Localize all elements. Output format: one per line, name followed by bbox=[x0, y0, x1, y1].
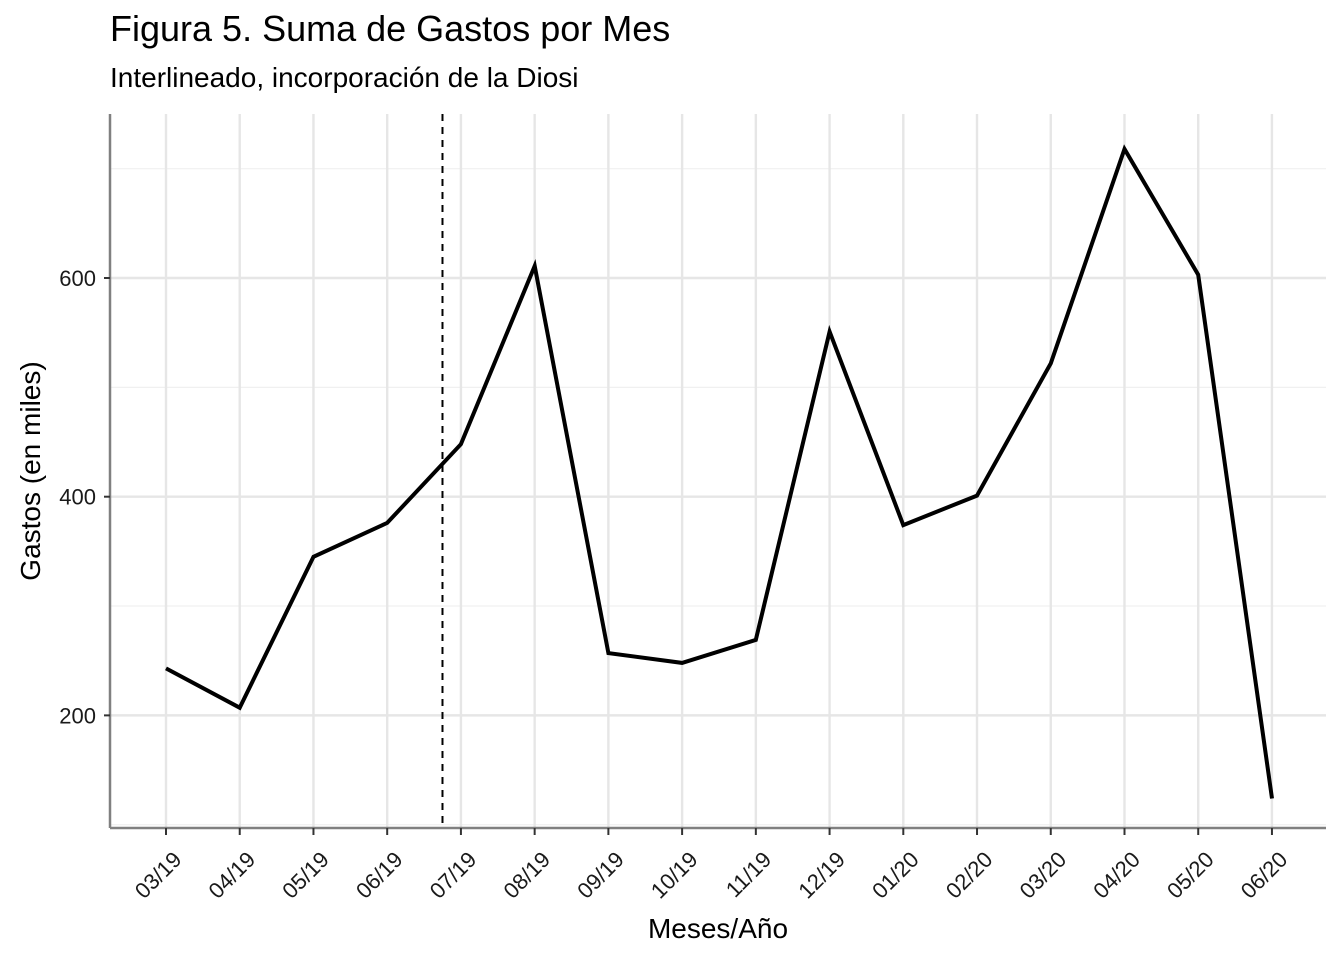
major-gridlines bbox=[110, 114, 1326, 828]
y-tick-label: 600 bbox=[59, 266, 96, 291]
x-tick-label: 11/19 bbox=[721, 847, 776, 902]
x-tick-label: 05/19 bbox=[277, 847, 334, 904]
chart-title: Figura 5. Suma de Gastos por Mes bbox=[110, 8, 671, 49]
x-tick-label: 06/19 bbox=[351, 847, 408, 904]
y-tick-label: 200 bbox=[59, 703, 96, 728]
chart-subtitle: Interlineado, incorporación de la Diosi bbox=[110, 62, 579, 93]
x-tick-label: 01/20 bbox=[867, 847, 924, 904]
series-layer bbox=[165, 144, 1274, 799]
x-tick-label: 02/20 bbox=[941, 847, 998, 904]
y-axis-title: Gastos (en miles) bbox=[15, 361, 46, 580]
y-tick-label: 400 bbox=[59, 485, 96, 510]
x-tick-label: 07/19 bbox=[425, 847, 482, 904]
x-tick-label: 04/19 bbox=[204, 847, 261, 904]
y-axis-ticks: 200 400 600 bbox=[59, 266, 110, 728]
x-tick-label: 12/19 bbox=[793, 847, 850, 904]
x-tick-label: 06/20 bbox=[1236, 847, 1293, 904]
x-axis-ticks: 03/19 04/19 05/19 06/19 07/19 08/19 09/19 10/19… bbox=[130, 828, 1293, 904]
x-tick-label: 05/20 bbox=[1162, 847, 1219, 904]
x-tick-label: 03/20 bbox=[1015, 847, 1072, 904]
x-axis-title: Meses/Año bbox=[648, 913, 788, 944]
x-tick-label: 09/19 bbox=[572, 847, 629, 904]
series-line bbox=[165, 144, 1274, 799]
x-tick-label: 08/19 bbox=[498, 847, 555, 904]
x-tick-label: 10/19 bbox=[646, 847, 703, 904]
x-tick-label: 04/20 bbox=[1088, 847, 1145, 904]
x-tick-label: 03/19 bbox=[130, 847, 187, 904]
